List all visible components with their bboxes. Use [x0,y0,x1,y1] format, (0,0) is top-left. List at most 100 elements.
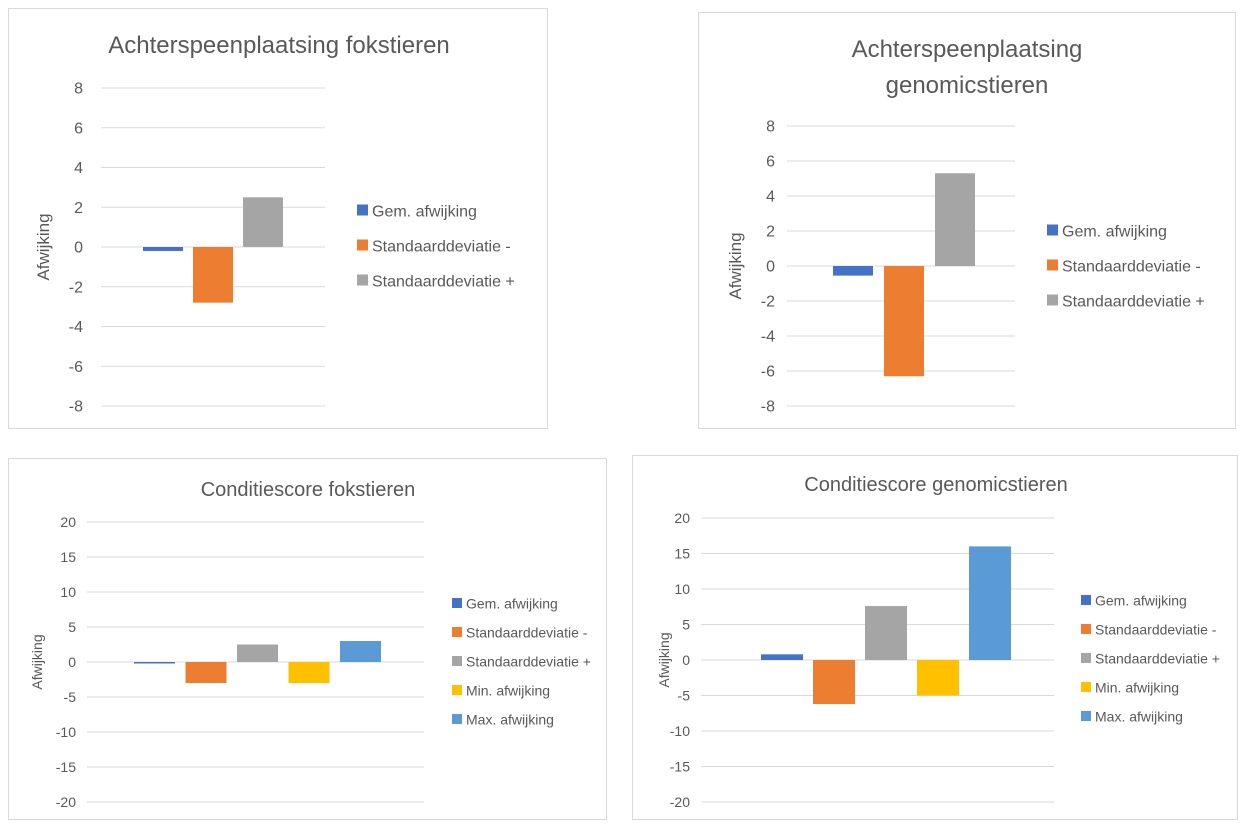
y-tick-label: 20 [60,514,76,530]
chart-panel-achterspeenplaatsing-genomicstieren: Achterspeenplaatsing genomicstieren 8 6 4 2 0 -… [698,12,1236,429]
bar-gem-afwijking [833,266,873,276]
y-tick-label: 10 [60,584,76,600]
y-tick-label: -6 [761,364,775,381]
y-tick-label: 2 [766,224,775,241]
legend-label: Standaarddeviatie - [1095,622,1217,638]
chart-svg: Conditiescore genomicstieren 20 15 10 5 0 -5 -1… [656,474,1220,810]
y-tick-label: -15 [670,758,690,774]
y-tick-label: -15 [56,759,76,775]
y-tick-label: 0 [68,654,76,670]
legend-label: Gem. afwijking [1095,593,1187,609]
legend-label: Max. afwijking [1095,709,1183,725]
bar-standaarddeviatie [193,247,233,303]
bar-standaarddeviatie [884,266,924,377]
legend-swatch-standaarddeviatie [357,239,368,251]
y-tick-label: 8 [74,81,83,98]
y-tick-label: -6 [69,359,83,376]
bar-standaarddeviatie [237,644,278,662]
legend-label: Min. afwijking [1095,680,1179,696]
legend-label: Standaarddeviatie + [372,273,515,290]
y-tick-label: 15 [60,549,76,565]
y-tick-label: 4 [766,189,775,206]
y-tick-label: 6 [766,154,775,171]
y-tick-label: -8 [69,399,83,416]
y-tick-label: -2 [69,279,83,296]
legend-swatch-min-afwijking [1081,682,1091,692]
legend-label: Gem. afwijking [1062,223,1167,240]
bar-standaarddeviatie [865,606,907,660]
y-tick-label: 0 [682,652,690,668]
y-tick-label: -5 [678,687,691,703]
legend-label: Standaarddeviatie + [466,654,591,670]
y-axis-label: Afwijking [656,632,672,687]
legend-swatch-standaarddeviatie [452,656,462,666]
y-tick-label: 0 [766,259,775,276]
legend-swatch-min-afwijking [452,685,462,695]
legend-swatch-gem-afwijking [357,204,368,216]
y-tick-label: -20 [56,794,76,810]
chart-panel-achterspeenplaatsing-fokstieren: Achterspeenplaatsing fokstieren 8 6 4 2 0 -2 -4… [8,8,548,429]
chart-svg: Achterspeenplaatsing genomicstieren 8 6 4 2 0 -… [726,36,1205,416]
legend-label: Min. afwijking [466,683,550,699]
y-tick-label: 2 [74,200,83,217]
chart-svg: Conditiescore fokstieren 20 15 10 5 0 -5 -10 -15… [29,479,591,810]
y-axis-label: Afwijking [29,634,45,689]
bar-max-afwijking [969,546,1011,660]
legend-swatch-gem-afwijking [1047,224,1058,236]
bar-standaarddeviatie [243,197,283,247]
chart-title: genomicstieren [886,72,1049,99]
legend-swatch-standaarddeviatie [452,627,462,637]
y-tick-label: -10 [56,724,76,740]
y-tick-label: 0 [74,240,83,257]
legend-label: Max. afwijking [466,712,554,728]
y-tick-label: 5 [68,619,76,635]
legend-swatch-standaarddeviatie [1047,259,1058,271]
y-tick-label: -4 [761,329,775,346]
bar-standaarddeviatie [813,660,855,705]
legend-swatch-standaarddeviatie [1081,653,1091,663]
legend-label: Gem. afwijking [372,203,477,220]
legend-label: Standaarddeviatie - [1062,258,1201,275]
legend-swatch-max-afwijking [1081,711,1091,721]
bar-gem-afwijking [143,247,183,251]
bar-standaarddeviatie [935,173,975,266]
y-tick-label: -5 [64,689,77,705]
chart-svg: Achterspeenplaatsing fokstieren 8 6 4 2 0 -2 -4… [34,32,515,416]
chart-title: Conditiescore fokstieren [201,479,416,501]
bar-standaarddeviatie [185,662,227,683]
chart-panel-conditiescore-genomicstieren: Conditiescore genomicstieren 20 15 10 5 0 -5 -1… [632,455,1238,820]
legend-label: Standaarddeviatie + [1062,293,1205,310]
chart-title: Conditiescore genomicstieren [804,474,1067,496]
y-tick-label: 10 [674,581,690,597]
y-tick-label: -8 [761,399,775,416]
bar-gem-afwijking [761,654,803,660]
y-tick-label: 5 [682,616,690,632]
legend-swatch-standaarddeviatie [1081,624,1091,634]
legend-label: Standaarddeviatie - [466,625,588,641]
legend-swatch-standaarddeviatie [1047,294,1058,306]
legend-swatch-standaarddeviatie [357,274,368,286]
legend-swatch-gem-afwijking [1081,595,1091,605]
legend-swatch-max-afwijking [452,714,462,724]
bar-min-afwijking [917,660,959,696]
y-axis-label: Afwijking [34,213,53,280]
y-tick-label: 4 [74,160,83,177]
y-tick-label: -2 [761,294,775,311]
y-tick-label: 6 [74,120,83,137]
bar-min-afwijking [288,662,330,683]
legend-label: Standaarddeviatie + [1095,651,1220,667]
y-tick-label: -10 [670,723,690,739]
y-tick-label: 8 [766,119,775,136]
chart-title: Achterspeenplaatsing fokstieren [108,32,450,59]
legend-label: Standaarddeviatie - [372,238,511,255]
y-tick-label: 15 [674,545,690,561]
bar-gem-afwijking [134,662,175,664]
bar-max-afwijking [340,641,381,662]
legend-label: Gem. afwijking [466,596,558,612]
legend-swatch-gem-afwijking [452,598,462,608]
chart-title: Achterspeenplaatsing [852,36,1083,63]
y-tick-label: -20 [670,794,690,810]
y-tick-label: -4 [69,319,83,336]
chart-panel-conditiescore-fokstieren: Conditiescore fokstieren 20 15 10 5 0 -5 -10 -15… [8,458,607,820]
y-axis-label: Afwijking [726,232,745,299]
